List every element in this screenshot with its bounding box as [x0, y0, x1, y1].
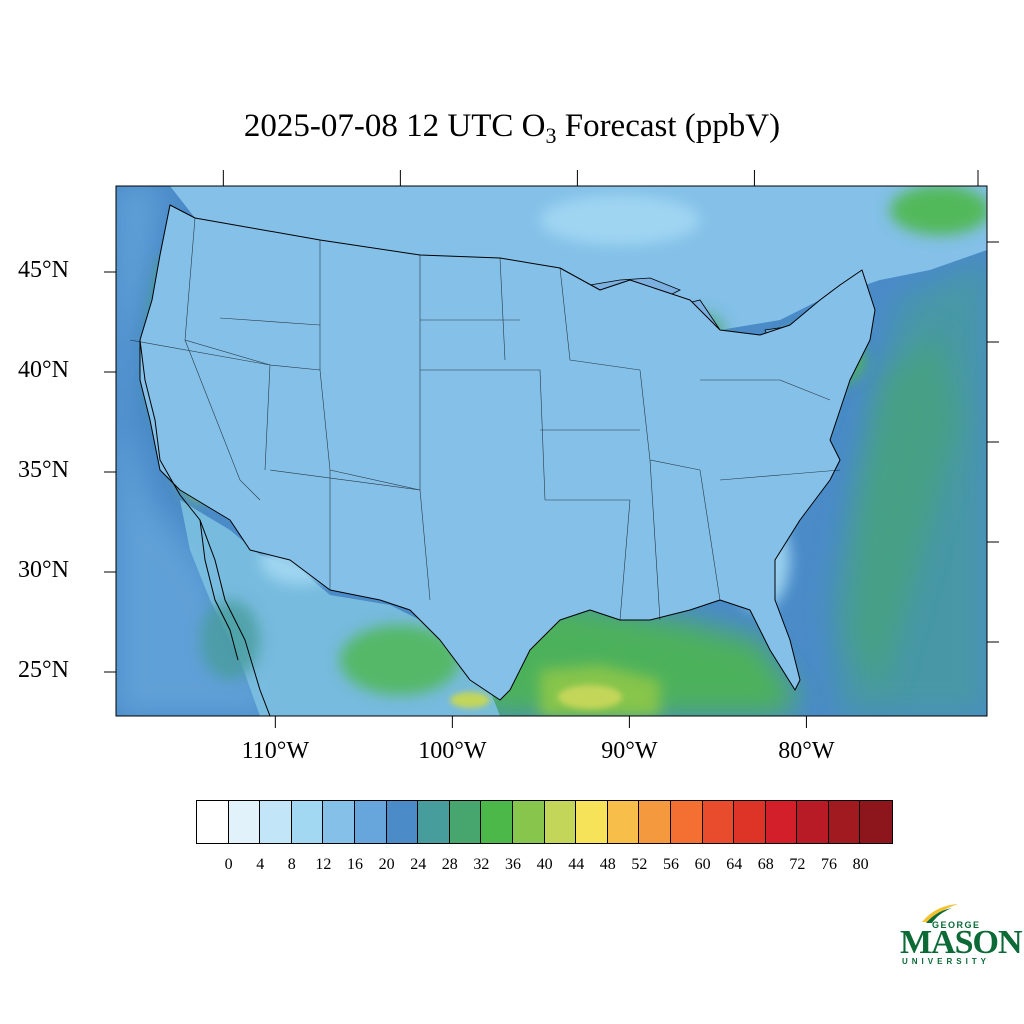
colorbar-tick-label: 0: [224, 856, 233, 873]
colorbar-bin: [702, 801, 735, 843]
colorbar-tick-label: 76: [821, 856, 837, 873]
canada-land: [170, 186, 987, 330]
colorbar-tick-label: 20: [378, 856, 395, 873]
map-frame: [115, 185, 988, 717]
logo-mason: MASON: [900, 924, 1023, 961]
colorbar-bin: [323, 801, 355, 843]
colorbar-bin: [576, 801, 608, 843]
colorbar: [196, 800, 894, 844]
colorbar-bin: [260, 801, 292, 843]
colorbar-tick-label: 4: [256, 856, 265, 873]
colorbar-tick-label: 24: [410, 856, 427, 873]
colorbar-bin: [734, 801, 766, 843]
colorbar-tick-label: 40: [536, 856, 553, 873]
lat-label: 30°N: [18, 557, 69, 583]
pacific-light-band: [116, 186, 280, 716]
lon-label: 80°W: [778, 738, 835, 764]
lon-label: 110°W: [241, 738, 309, 764]
colorbar-tick-label: 48: [599, 856, 616, 873]
colorbar-bin: [197, 801, 229, 843]
colorbar-bin: [828, 801, 861, 843]
lat-label: 25°N: [18, 657, 69, 683]
colorbar-bin: [797, 801, 829, 843]
lat-label: 35°N: [18, 457, 69, 483]
lat-label: 40°N: [18, 357, 69, 383]
colorbar-tick-label: 36: [505, 856, 521, 873]
lon-label: 100°W: [418, 738, 487, 764]
title-subscript: 3: [545, 123, 557, 148]
colorbar-tick-label: 68: [757, 856, 774, 873]
colorbar-bin: [354, 801, 387, 843]
colorbar-tick-label: 72: [789, 856, 806, 873]
colorbar-bin: [481, 801, 513, 843]
colorbar-bin: [544, 801, 577, 843]
colorbar-bin: [639, 801, 671, 843]
colorbar-bin: [386, 801, 419, 843]
map-field: [116, 186, 987, 716]
colorbar-tick-label: 80: [852, 856, 869, 873]
colorbar-tick-label: 28: [441, 856, 458, 873]
colorbar-tick-label: 12: [315, 856, 332, 873]
gulf-yellow: [558, 685, 622, 709]
map-title: 2025-07-08 12 UTC O3 Forecast (ppbV): [0, 108, 1024, 149]
title-prefix: 2025-07-08 12 UTC O: [243, 108, 546, 144]
coastlines: [139, 204, 876, 716]
colorbar-bin: [418, 801, 450, 843]
colorbar-bin: [607, 801, 640, 843]
colorbar-tick-label: 8: [287, 856, 296, 873]
colorbar-bin: [228, 801, 261, 843]
colorbar-tick-label: 44: [568, 856, 585, 873]
lon-label: 90°W: [601, 738, 658, 764]
lat-label: 45°N: [18, 257, 69, 283]
colorbar-bin: [670, 801, 703, 843]
colorbar-tick-label: 56: [663, 856, 679, 873]
axis-ticks: [104, 170, 999, 728]
atlantic-green-plume: [850, 330, 960, 700]
university-logo: GEORGE MASON UNIVERSITY: [898, 900, 1023, 970]
colorbar-tick-label: 52: [631, 856, 648, 873]
logo-george: GEORGE: [932, 920, 981, 930]
colorbar-tick-label: 16: [347, 856, 363, 873]
logo-university: UNIVERSITY: [902, 957, 991, 966]
title-suffix: Forecast (ppbV): [556, 108, 781, 144]
colorbar-bin: [765, 801, 798, 843]
colorbar-bin: [291, 801, 324, 843]
state-borders: [129, 217, 841, 621]
colorbar-bin: [860, 801, 893, 843]
logo-swoosh: [922, 904, 958, 923]
colorbar-bin: [449, 801, 482, 843]
colorbar-tick-label: 60: [694, 856, 711, 873]
colorbar-tick-label: 64: [726, 856, 743, 873]
colorbar-tick-label: 32: [473, 856, 490, 873]
colorbar-bin: [512, 801, 545, 843]
